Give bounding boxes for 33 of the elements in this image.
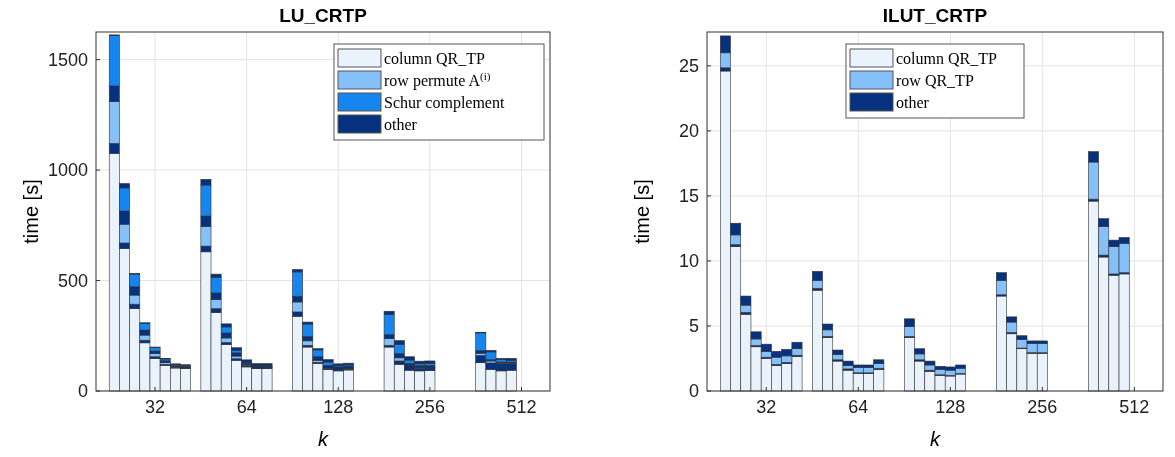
y-tick-label: 15 [678,186,699,207]
y-axis-title: time [s] [631,179,653,244]
x-tick-label: 128 [323,397,354,417]
x-tick-label: 64 [848,397,869,417]
x-tick-label: 256 [414,397,445,417]
x-axis-title: k [318,428,329,450]
legend-label: row QR_TP [896,71,974,89]
x-axis-title: k [930,428,941,450]
x-tick-label: 64 [236,397,257,417]
y-tick-label: 25 [678,56,699,77]
legend-label: other [384,115,418,133]
x-tick-label: 32 [756,397,777,417]
legend-label: column QR_TP [384,49,485,67]
y-tick-label: 0 [688,381,699,402]
y-tick-label: 1500 [47,49,88,70]
x-tick-label: 128 [935,397,966,417]
y-tick-label: 10 [678,251,699,272]
legend-label: row permute A$^{(i)}$ [384,69,491,90]
legend-label: other [896,93,930,111]
chart-title: LU_CRTP [279,5,368,26]
y-tick-label: 1000 [47,160,88,181]
x-tick-label: 512 [1119,397,1150,417]
y-tick-label: 20 [678,121,699,142]
legend-label: Schur complement [384,93,505,112]
x-tick-label: 512 [506,397,537,417]
y-tick-label: 0 [77,381,88,402]
x-tick-label: 256 [1027,397,1058,417]
legend-label: column QR_TP [896,49,997,67]
chart-title: ILUT_CRTP [882,5,988,26]
y-axis-title: time [s] [20,179,42,244]
x-tick-label: 32 [145,397,166,417]
y-tick-label: 5 [688,316,699,337]
y-tick-label: 500 [57,270,88,291]
